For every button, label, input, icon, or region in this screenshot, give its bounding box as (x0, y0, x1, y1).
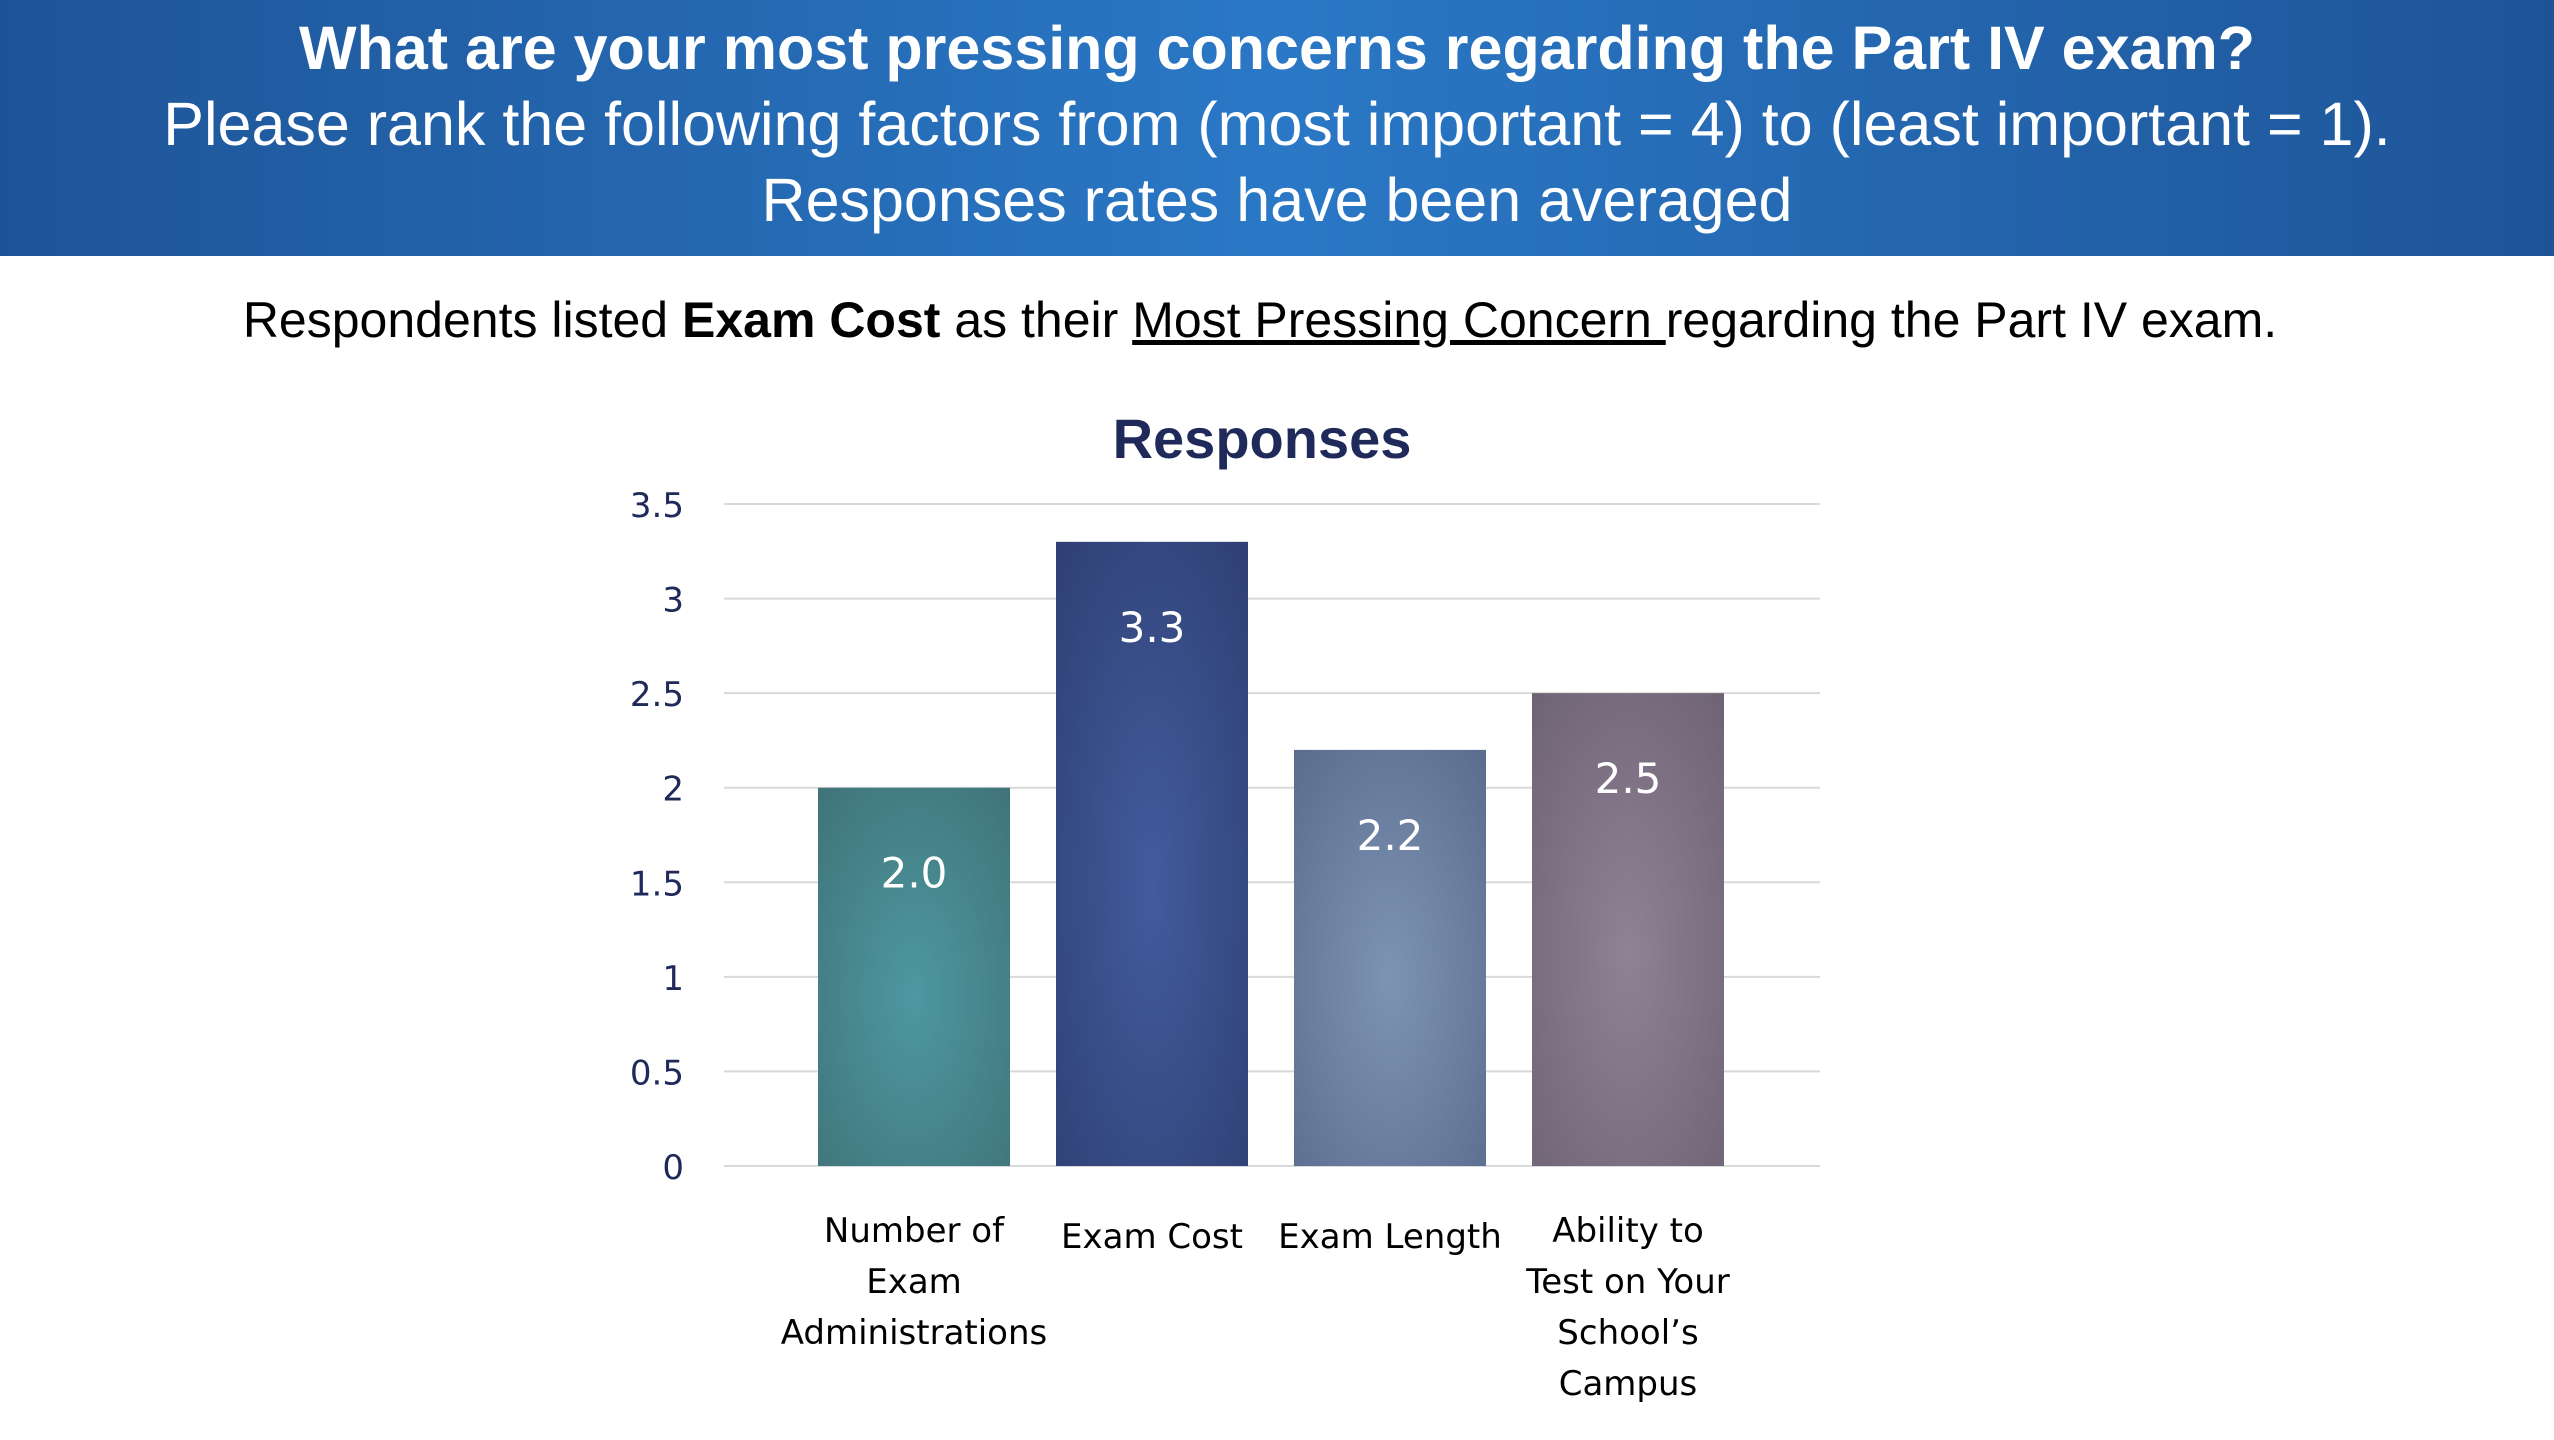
data-label: 2.5 (1595, 754, 1662, 803)
y-tick-label: 2 (662, 770, 684, 810)
bar (1294, 749, 1486, 1166)
summary-mid: as their (940, 292, 1133, 348)
x-tick-label: Ability to Test on Your School’s Campus (1525, 1211, 1730, 1404)
y-tick-label: 1.5 (630, 864, 684, 904)
data-label: 3.3 (1119, 603, 1186, 652)
data-label: 2.0 (881, 849, 948, 898)
summary-sentence: Respondents listed Exam Cost as their Mo… (0, 290, 2520, 350)
x-tick-label-line: Number of (824, 1211, 1005, 1251)
summary-bold: Exam Cost (682, 292, 941, 348)
y-tick-label: 2.5 (630, 675, 684, 715)
x-tick-label-line: Campus (1559, 1364, 1698, 1404)
x-tick-label-line: Administrations (781, 1313, 1048, 1353)
bar (1056, 541, 1248, 1166)
banner-note: Responses rates have been averaged (761, 166, 1793, 234)
x-tick-label-line: Ability to (1552, 1211, 1704, 1251)
bar (818, 787, 1010, 1166)
x-tick-label-line: Exam (866, 1262, 962, 1302)
bar (1532, 693, 1724, 1166)
labels: Responses 0 0.5 1 1.5 2 2.5 3 3.5 2.0 Number of Exa… (630, 407, 1730, 1404)
x-tick-label-line: Exam Length (1278, 1217, 1502, 1257)
x-tick-label: Exam Length (1278, 1217, 1502, 1257)
summary-underline: Most Pressing Concern (1132, 292, 1666, 348)
y-tick-label: 3 (662, 581, 684, 621)
banner-question: What are your most pressing concerns reg… (299, 14, 2255, 82)
header-banner: What are your most pressing concerns reg… (0, 0, 2554, 256)
banner-instructions: Please rank the following factors from (… (163, 90, 2391, 158)
y-tick-label: 1 (662, 959, 684, 999)
y-tick-label: 0.5 (630, 1053, 684, 1093)
bars (818, 541, 1724, 1166)
chart-title: Responses (1113, 407, 1412, 470)
x-tick-label-line: Exam Cost (1061, 1217, 1243, 1257)
data-label: 2.2 (1357, 811, 1424, 860)
x-tick-label: Number of Exam Administrations (781, 1211, 1048, 1353)
summary-post: regarding the Part IV exam. (1665, 292, 2278, 348)
x-tick-label-line: Test on Your (1525, 1262, 1730, 1302)
x-tick-label-line: School’s (1557, 1313, 1698, 1353)
summary-pre: Respondents listed (242, 292, 682, 348)
x-tick-label: Exam Cost (1061, 1217, 1243, 1257)
y-tick-label: 3.5 (630, 486, 684, 526)
y-tick-label: 0 (662, 1148, 684, 1188)
